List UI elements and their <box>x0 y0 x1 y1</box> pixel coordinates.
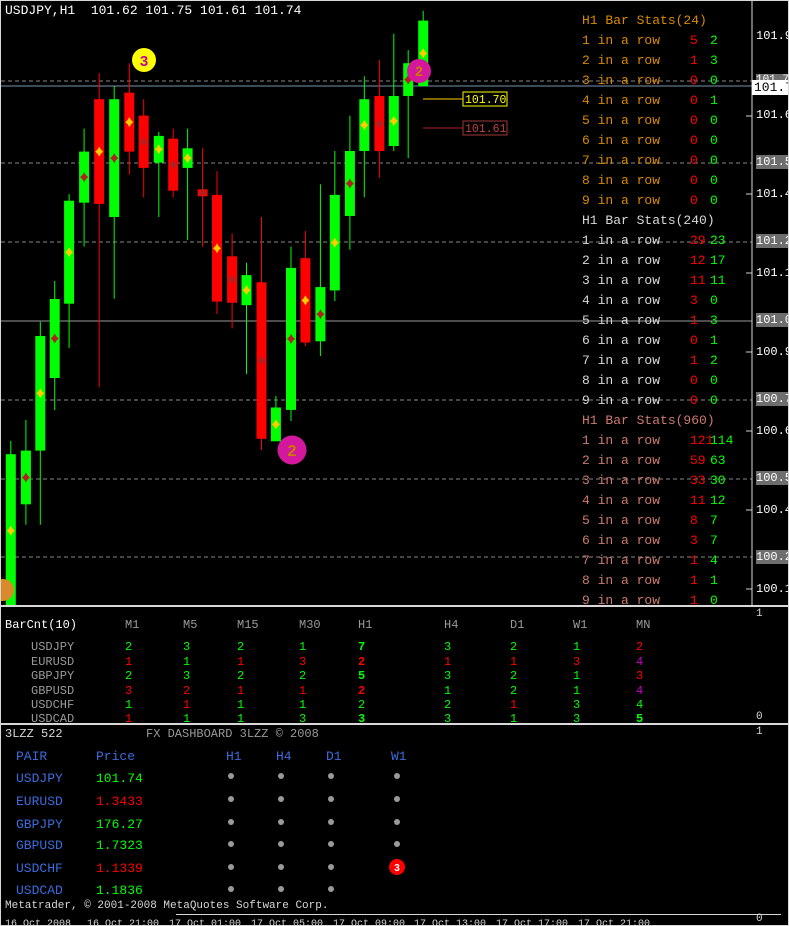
svg-text:3: 3 <box>140 53 148 70</box>
svg-text:2: 2 <box>288 443 297 460</box>
svg-text:3: 3 <box>394 863 400 874</box>
svg-text:101.70: 101.70 <box>465 94 507 107</box>
svg-text:101.61: 101.61 <box>465 123 507 136</box>
svg-text:2: 2 <box>415 63 423 79</box>
